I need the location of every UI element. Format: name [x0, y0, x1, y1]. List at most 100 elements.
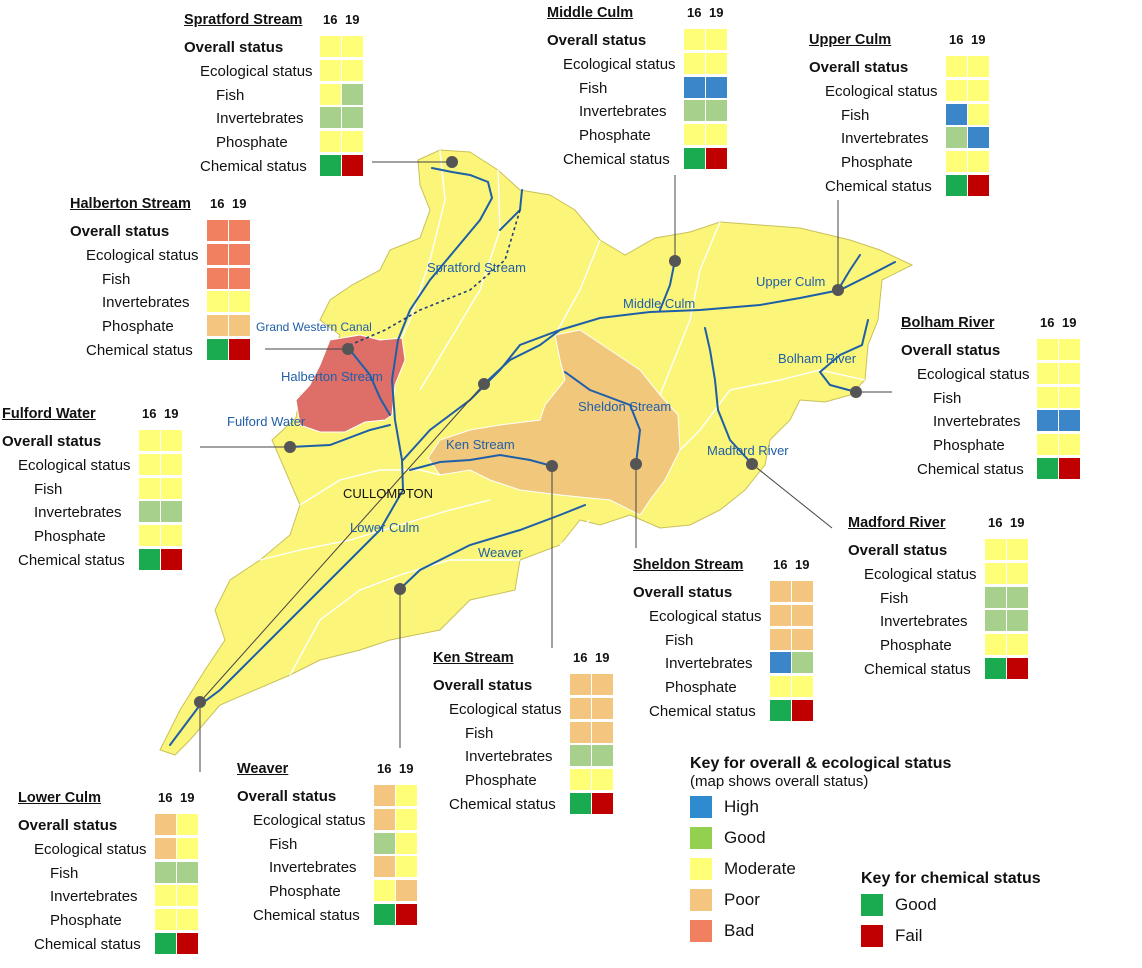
row-label: Fish [465, 724, 494, 742]
panel-title: Madford River [848, 515, 946, 531]
row-label: Chemical status [18, 552, 125, 569]
status-cell-high [684, 76, 705, 98]
status-cell-chemgood [320, 155, 341, 176]
status-cell-moderate [1037, 362, 1058, 384]
row-label: Ecological status [253, 811, 366, 829]
map-label-fulford: Fulford Water [227, 414, 306, 429]
status-cell-chemgood [770, 700, 791, 721]
year-label-16: 16 [949, 32, 964, 47]
map-label-canal: Grand Western Canal [256, 320, 372, 334]
status-cell-good [570, 745, 591, 767]
key-overall-item: Poor [690, 889, 850, 913]
row-label: Phosphate [34, 528, 106, 546]
year-label-16: 16 [687, 5, 702, 20]
year-label-19: 19 [164, 406, 179, 421]
status-cell-good [320, 107, 341, 129]
row-label: Invertebrates [880, 613, 968, 631]
status-cell-moderate [139, 477, 160, 499]
status-cell-moderate [139, 430, 160, 451]
row-label: Phosphate [880, 637, 952, 655]
status-cell-poor [374, 808, 395, 830]
status-cell-moderate [985, 562, 1006, 584]
status-cell-chemgood [207, 339, 228, 360]
year-label-19: 19 [795, 557, 810, 572]
status-cell-chemgood [570, 793, 591, 814]
status-cell-high [770, 652, 791, 674]
status-cell-moderate [161, 430, 182, 451]
year-label-16: 16 [573, 650, 588, 665]
key-overall-subtitle: (map shows overall status) [690, 773, 869, 790]
status-cell-moderate [342, 36, 363, 57]
year-label-16: 16 [988, 515, 1003, 530]
bad-status-area [295, 334, 406, 433]
key-overall-swatch [690, 827, 712, 849]
key-overall-item: Moderate [690, 858, 850, 882]
status-cell-moderate [229, 291, 250, 313]
status-cell-good [342, 83, 363, 105]
status-cell-bad [207, 243, 228, 265]
status-cell-moderate [139, 525, 160, 547]
status-cell-poor [374, 856, 395, 878]
key-overall-label: Poor [724, 890, 760, 909]
status-cell-poor [207, 315, 228, 337]
panel-title: Middle Culm [547, 5, 634, 21]
row-label: Fish [933, 389, 962, 407]
row-label: Ecological status [34, 840, 147, 858]
status-cell-moderate [139, 453, 160, 475]
status-cell-chemfail [968, 175, 989, 196]
row-label: Invertebrates [933, 413, 1021, 431]
status-cell-high [706, 76, 727, 98]
status-cell-moderate [1007, 562, 1028, 584]
status-cell-moderate [155, 909, 176, 931]
row-label: Phosphate [269, 883, 341, 901]
row-label: Fish [269, 835, 298, 853]
status-cell-moderate [770, 676, 791, 698]
status-cell-moderate [946, 79, 967, 101]
status-cell-moderate [161, 453, 182, 475]
row-label: Fish [841, 106, 870, 124]
poor-status-area [427, 329, 681, 516]
status-cell-poor [229, 315, 250, 337]
key-overall-item: Good [690, 827, 850, 851]
panel-title: Fulford Water [2, 406, 96, 422]
status-cell-chemgood [684, 148, 705, 169]
status-cell-poor [792, 628, 813, 650]
status-cell-chemgood [374, 904, 395, 925]
map-label-lower: Lower Culm [350, 520, 419, 535]
status-cell-poor [155, 814, 176, 835]
key-chemical-label: Fail [895, 926, 923, 945]
row-label: Phosphate [933, 437, 1005, 455]
row-label: Ecological status [649, 607, 762, 625]
status-cell-moderate [968, 151, 989, 173]
row-label: Invertebrates [216, 110, 304, 128]
status-cell-moderate [946, 151, 967, 173]
row-label: Overall status [18, 817, 118, 834]
row-label: Fish [34, 480, 63, 498]
status-cell-moderate [684, 124, 705, 146]
status-cell-chemfail [229, 339, 250, 360]
panel-title: Spratford Stream [184, 12, 303, 28]
year-label-16: 16 [773, 557, 788, 572]
status-cell-moderate [968, 56, 989, 77]
key-overall-item: Bad [690, 920, 850, 944]
status-cell-chemfail [1059, 458, 1080, 479]
row-label: Ecological status [200, 62, 313, 80]
key-overall-swatch [690, 889, 712, 911]
key-chemical-swatch [861, 925, 883, 947]
year-label-19: 19 [345, 12, 360, 27]
status-cell-good [177, 861, 198, 883]
key-overall-swatch [690, 920, 712, 942]
row-label: Ecological status [563, 55, 676, 73]
status-cell-poor [570, 697, 591, 719]
row-label: Overall status [848, 542, 948, 559]
status-cell-chemfail [396, 904, 417, 925]
status-cell-chemfail [592, 793, 613, 814]
key-overall-label: High [724, 797, 759, 816]
status-cell-moderate [374, 880, 395, 902]
status-cell-moderate [320, 36, 341, 57]
year-label-16: 16 [142, 406, 157, 421]
status-cell-good [1007, 610, 1028, 632]
status-cell-moderate [985, 634, 1006, 656]
status-cell-high [1037, 410, 1058, 432]
row-label: Overall status [237, 788, 337, 805]
